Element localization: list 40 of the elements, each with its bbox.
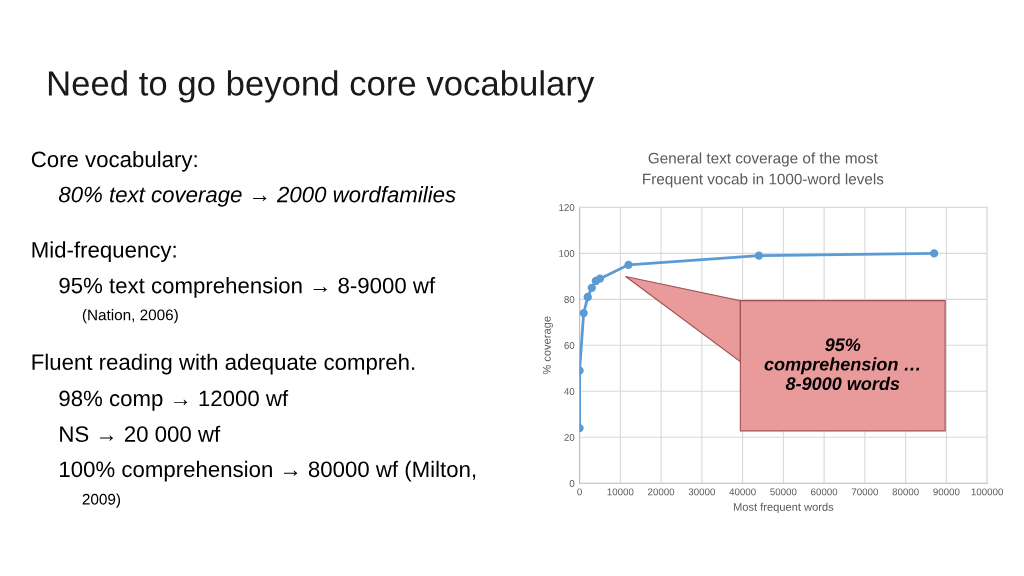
y-tick-label: 120	[559, 204, 575, 211]
text: (Nation, 2006)	[82, 309, 178, 324]
point	[583, 292, 592, 302]
text: Fluent reading with adequate compreh.	[32, 353, 415, 375]
text: 95% text comprehension → 8-9000 wf	[59, 277, 436, 298]
x-axis-title: Most frequent words	[733, 502, 834, 514]
text: 100% comprehension → 80000 wf (Milton,	[60, 460, 476, 482]
point	[929, 249, 939, 258]
text: Mid-frequency:	[32, 241, 176, 263]
x-tick-label: 90000	[933, 488, 960, 496]
annotation: 95% comprehension … 8-9000 words	[764, 338, 920, 391]
x-tick-label: 40000	[729, 488, 756, 496]
point	[579, 308, 588, 318]
x-tick-label: 30000	[688, 488, 715, 496]
point	[754, 251, 764, 260]
point	[595, 274, 605, 283]
y-tick-label: 100	[559, 250, 575, 257]
y-tick-label: 40	[564, 388, 575, 395]
y-tick-label: 20	[564, 434, 575, 441]
text: 2009)	[82, 493, 121, 508]
text: Core vocabulary:	[31, 150, 197, 172]
x-tick-label: 0	[577, 488, 582, 496]
x-tick-label: 10000	[607, 488, 634, 496]
point	[587, 283, 596, 292]
text: NS → 20 000 wf	[60, 425, 221, 442]
x-tick-label: 50000	[770, 488, 797, 496]
text: 80% text coverage → 2000 wordfamilies	[58, 186, 456, 207]
x-tick-label: 70000	[851, 488, 879, 496]
x-tick-label: 80000	[892, 488, 919, 496]
x-tick-label: 20000	[648, 488, 675, 496]
x-tick-label: 60000	[811, 488, 838, 496]
y-tick-label: 80	[564, 296, 575, 303]
chart-subtitle: General text coverage of the most Frequent vocab in 1000-word levels	[643, 152, 884, 188]
y-axis-title: % coverage	[542, 316, 553, 375]
text: 98% comp → 12000 wf	[59, 389, 289, 411]
y-tick-label: 60	[564, 342, 575, 349]
x-tick-label: 100000	[971, 488, 1003, 496]
point	[624, 260, 633, 270]
chart-title: Need to go beyond core vocabulary	[48, 70, 595, 103]
y-tick-label: 0	[569, 480, 575, 487]
